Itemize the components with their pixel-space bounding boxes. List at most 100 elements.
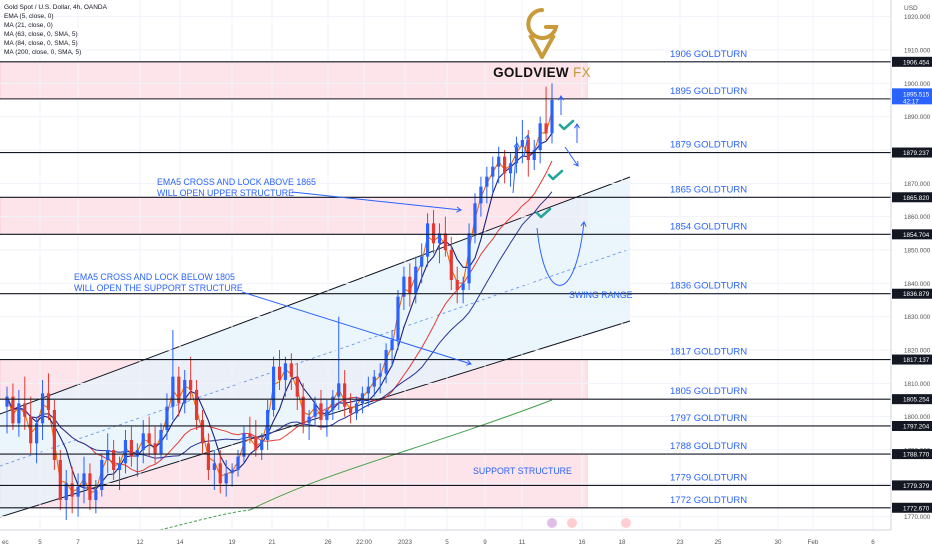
candle-body xyxy=(402,276,406,297)
candle-body xyxy=(449,250,453,280)
candle-body xyxy=(384,350,388,374)
price-tick-label: 1910.000 xyxy=(904,48,931,55)
indicator-ma200[interactable]: MA (200, close, 0, SMA, 5) xyxy=(4,49,82,56)
candle-body xyxy=(165,406,169,430)
candle-body xyxy=(194,390,199,420)
arrow-to-support xyxy=(241,291,472,365)
small-arrow xyxy=(564,146,579,167)
candle-body xyxy=(295,376,299,397)
candle-body xyxy=(46,393,51,410)
time-axis[interactable]: ec 5 7 12 14 19 21 26 22:00 2023 5 9 11 16 18 23 25 30 Feb… xyxy=(0,529,932,550)
candle-body xyxy=(242,433,246,457)
small-arrow xyxy=(512,142,518,194)
candle-body xyxy=(503,156,507,174)
level-tag xyxy=(892,480,932,491)
time-tick-label: 14 xyxy=(176,539,184,546)
arrow-head xyxy=(513,142,520,148)
indicator-ma21[interactable]: MA (21, close, 0) xyxy=(4,22,53,29)
goldturn-label: 1797 GOLDTURN xyxy=(670,413,747,424)
candle-body xyxy=(301,396,305,424)
candle-body xyxy=(189,380,193,390)
price-grid xyxy=(0,0,891,530)
price-axis[interactable]: 1920.0001910.0001900.0001890.0001880.000… xyxy=(890,0,932,530)
annotation-upper-structure: WILL OPEN UPPER STRUCTURE xyxy=(157,188,294,198)
candle-body xyxy=(230,470,234,474)
candle-body xyxy=(254,436,258,450)
time-tick-label: 9 xyxy=(483,539,487,546)
candle-body xyxy=(212,463,216,470)
candle-body xyxy=(76,486,80,497)
level-tag xyxy=(892,420,932,431)
arrow-to-1865 xyxy=(291,191,462,211)
annotation-support-zone: SUPPORT STRUCTURE xyxy=(473,466,572,476)
instrument-title: Gold Spot / U.S. Dollar, 4h, OANDA xyxy=(4,4,107,11)
supply-zone xyxy=(0,61,588,100)
level-tag xyxy=(892,394,932,405)
indicator-ma84[interactable]: MA (84, close, 0, SMA, 5) xyxy=(4,40,78,47)
price-tick-label: 1770.000 xyxy=(904,514,931,521)
time-tick-label: 16 xyxy=(578,539,586,546)
candle-body xyxy=(248,433,252,437)
candle-body xyxy=(520,140,524,147)
event-icon xyxy=(547,518,557,528)
candle-body xyxy=(366,386,370,394)
candle-body xyxy=(307,416,311,424)
annotation-upper-structure: EMA5 CROSS AND LOCK ABOVE 1865 xyxy=(157,177,316,187)
arrow-head xyxy=(466,359,472,366)
candle-body xyxy=(106,450,110,460)
candle-body xyxy=(331,396,335,410)
level-tag-label: 1836.879 xyxy=(903,291,930,298)
arrow-head xyxy=(557,95,565,101)
time-tick-label: Feb xyxy=(808,539,819,546)
candle-body xyxy=(289,363,293,377)
price-tick-label: 1840.000 xyxy=(904,281,931,288)
candle-body xyxy=(325,410,329,420)
ma200-line xyxy=(249,399,553,511)
annotation-support-structure: EMA5 CROSS AND LOCK BELOW 1805 xyxy=(74,272,235,282)
level-tag-label: 1797.204 xyxy=(903,423,930,430)
level-tag-label: 1805.254 xyxy=(903,397,930,404)
candle-body xyxy=(11,396,15,424)
goldturn-label: 1879 GOLDTURN xyxy=(670,140,747,151)
current-price-label: 1895.515 xyxy=(903,91,930,98)
indicator-ma63[interactable]: MA (63, close, 0, SMA, 5) xyxy=(4,31,78,38)
time-tick-label: 7 xyxy=(76,539,80,546)
currency-label: USD xyxy=(904,5,918,12)
time-tick-label: 5 xyxy=(38,539,42,546)
candle-body xyxy=(123,440,128,464)
candle-body xyxy=(508,163,513,174)
candle-body xyxy=(313,403,317,417)
goldturn-label: 1805 GOLDTURN xyxy=(670,386,747,397)
price-tick-label: 1800.000 xyxy=(904,414,931,421)
candle-body xyxy=(420,256,424,267)
goldturn-label: 1779 GOLDTURN xyxy=(670,472,747,483)
price-tick-label: 1810.000 xyxy=(904,381,931,388)
goldturn-label: 1788 GOLDTURN xyxy=(670,441,747,452)
candle-body xyxy=(183,380,187,404)
candles xyxy=(5,83,554,520)
candle-body xyxy=(461,283,465,290)
small-arrow xyxy=(523,134,529,157)
candle-body xyxy=(88,473,92,500)
candle-body xyxy=(437,233,442,244)
level-tag xyxy=(892,56,932,67)
candle-body xyxy=(29,416,33,444)
level-tag xyxy=(892,147,932,158)
candle-body xyxy=(5,396,9,407)
candle-body xyxy=(425,223,430,257)
candle-body xyxy=(443,233,447,250)
indicator-ema5[interactable]: EMA (5, close, 0) xyxy=(4,13,54,20)
candle-body xyxy=(491,166,495,177)
level-tag-label: 1788.770 xyxy=(903,452,930,459)
candle-body xyxy=(224,473,228,484)
check-icon xyxy=(547,169,564,181)
candle-body xyxy=(348,406,353,414)
candle-body xyxy=(396,296,400,340)
ma200-line-dashed xyxy=(159,509,251,531)
candle-body xyxy=(112,450,116,470)
candle-body xyxy=(266,410,270,440)
price-tick-label: 1860.000 xyxy=(904,214,931,221)
candle-body xyxy=(455,280,459,290)
